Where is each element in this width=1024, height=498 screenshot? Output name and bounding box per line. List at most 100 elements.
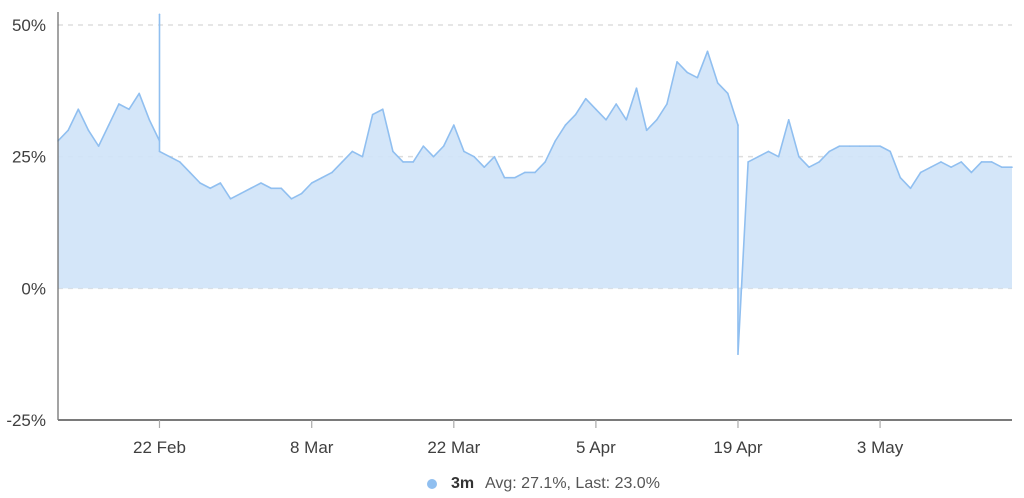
data-point	[432, 155, 435, 158]
data-point	[676, 61, 678, 63]
data-point	[544, 161, 546, 163]
data-point	[158, 150, 161, 153]
data-point	[777, 155, 780, 158]
data-point	[818, 161, 820, 163]
data-point	[310, 182, 313, 184]
data-point	[209, 187, 212, 190]
data-point	[381, 108, 384, 111]
series-area-layer	[57, 13, 1013, 355]
y-tick-label: -25%	[6, 411, 46, 430]
data-point	[605, 119, 607, 121]
data-point	[107, 124, 110, 126]
data-point	[838, 145, 841, 147]
data-point	[168, 155, 171, 158]
legend-series-name: 3m	[451, 475, 474, 492]
data-point	[696, 76, 699, 79]
data-point	[331, 171, 333, 174]
data-point	[635, 87, 638, 89]
data-point	[341, 161, 343, 163]
data-point	[787, 119, 790, 121]
x-tick-label: 5 Apr	[576, 438, 616, 457]
data-point	[483, 166, 486, 168]
data-point	[554, 140, 557, 142]
data-point	[250, 187, 252, 190]
data-point	[858, 145, 861, 147]
data-point	[412, 161, 415, 163]
data-point	[361, 155, 364, 158]
data-point	[128, 108, 130, 111]
data-point	[950, 166, 952, 168]
data-point	[798, 155, 800, 158]
x-tick-label: 19 Apr	[713, 438, 762, 457]
data-point	[290, 198, 293, 200]
data-point	[970, 171, 973, 174]
data-point	[453, 124, 455, 126]
data-point	[909, 187, 912, 190]
data-point	[564, 124, 567, 126]
x-ticks: 22 Feb 8 Mar 22 Mar 5 Apr 19 Apr 3 May	[133, 420, 904, 457]
data-point	[493, 155, 496, 158]
data-point	[178, 161, 181, 163]
data-point	[1011, 166, 1013, 168]
data-point	[321, 176, 323, 179]
data-point	[716, 82, 719, 84]
data-point	[615, 103, 617, 105]
data-point	[645, 129, 648, 132]
data-point	[727, 92, 729, 95]
data-point	[118, 103, 120, 105]
data-point	[625, 119, 628, 121]
data-point	[1001, 166, 1003, 168]
data-point	[808, 166, 810, 168]
data-point	[351, 150, 354, 153]
data-point	[584, 97, 587, 100]
data-point	[300, 192, 303, 195]
data-point	[280, 187, 283, 190]
data-point	[534, 171, 536, 174]
data-point	[463, 150, 465, 153]
data-point	[848, 145, 851, 147]
data-point	[199, 182, 201, 184]
data-point	[270, 187, 272, 190]
data-point	[402, 161, 404, 163]
legend[interactable]: 3m Avg: 27.1%, Last: 23.0%	[427, 475, 660, 492]
data-point	[706, 50, 709, 53]
data-point	[889, 150, 892, 153]
data-point	[574, 113, 577, 116]
data-point	[919, 171, 922, 174]
data-point	[767, 150, 770, 153]
data-point	[158, 140, 161, 142]
data-point	[87, 129, 90, 132]
data-point	[239, 192, 242, 195]
series-line-3m	[57, 13, 1012, 355]
data-point	[940, 161, 942, 163]
data-point	[666, 103, 668, 105]
data-point	[67, 129, 69, 132]
x-tick-label: 3 May	[857, 438, 904, 457]
x-tick-label: 22 Mar	[427, 438, 480, 457]
y-tick-label: 50%	[12, 16, 46, 35]
data-point	[189, 171, 191, 174]
y-tick-labels: 50% 25% 0% -25%	[6, 16, 46, 430]
data-point	[930, 166, 932, 168]
data-point	[219, 182, 222, 184]
data-point	[757, 155, 760, 158]
data-point	[97, 145, 100, 147]
data-point	[371, 113, 374, 116]
legend-marker-3m	[427, 479, 437, 489]
data-point	[960, 161, 963, 163]
data-point	[879, 145, 881, 147]
axes	[57, 12, 1012, 421]
series-area-3m	[58, 14, 1012, 355]
data-point	[513, 176, 516, 179]
data-point	[260, 182, 262, 184]
y-tick-label: 0%	[21, 279, 46, 298]
data-point	[737, 353, 739, 355]
data-point	[229, 198, 232, 200]
data-point	[77, 108, 80, 111]
x-tick-label: 22 Feb	[133, 438, 186, 457]
data-point	[655, 119, 658, 121]
data-point	[503, 176, 506, 179]
y-tick-label: 25%	[12, 148, 46, 167]
